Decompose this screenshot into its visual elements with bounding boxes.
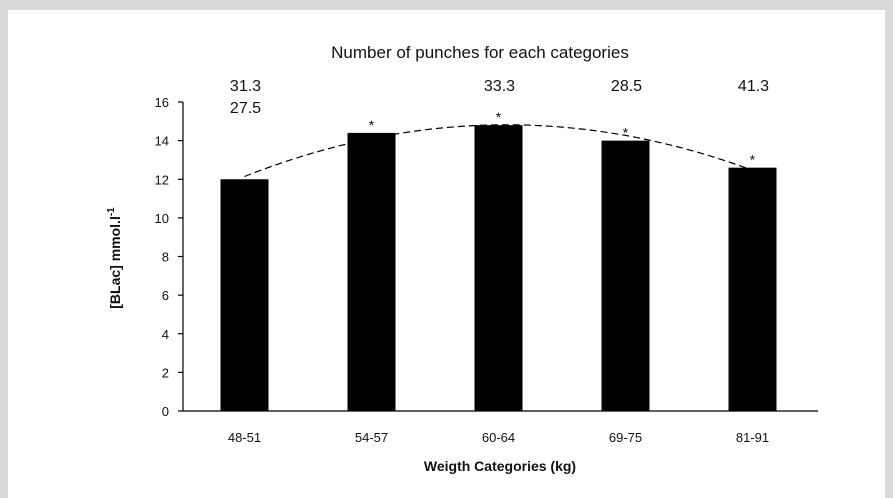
punch-count-label: 33.3: [484, 78, 515, 95]
significance-marker: *: [496, 109, 502, 125]
y-tick-label: 4: [162, 327, 169, 342]
y-tick-label: 16: [155, 95, 169, 110]
y-axis-label: [BLac] mmol.l-1: [106, 207, 123, 309]
x-tick-label: 81-91: [736, 430, 769, 445]
y-axis-label-text: [BLac] mmol.l: [107, 216, 123, 309]
punch-count-label: 28.5: [611, 78, 642, 95]
significance-marker: *: [623, 125, 629, 141]
x-tick-label: 54-57: [355, 430, 388, 445]
y-tick-label: 14: [155, 134, 169, 149]
x-tick-label: 69-75: [609, 430, 642, 445]
y-tick-label: 0: [162, 404, 169, 419]
bar: [728, 167, 777, 411]
x-tick-label: 60-64: [482, 430, 515, 445]
punch-count-label: 41.3: [738, 78, 769, 95]
y-tick-label: 2: [162, 365, 169, 380]
y-axis-label-superscript: -1: [106, 207, 117, 216]
significance-marker: *: [369, 117, 375, 133]
y-tick-label: 10: [155, 211, 169, 226]
bar: [601, 140, 650, 411]
significance-marker: *: [750, 152, 756, 168]
bar: [347, 132, 396, 411]
bar: [220, 179, 269, 411]
y-tick-label: 12: [155, 172, 169, 187]
chart-frame: Number of punches for each categories We…: [8, 10, 885, 498]
bar-chart: Number of punches for each categories We…: [106, 43, 818, 474]
y-tick-label: 8: [162, 250, 169, 265]
x-tick-label: 48-51: [228, 430, 261, 445]
trendline: [244, 124, 753, 178]
bar: [474, 125, 523, 412]
punch-count-label: 31.3: [230, 78, 261, 95]
x-axis-label: Weigth Categories (kg): [424, 458, 576, 474]
y-tick-label: 6: [162, 288, 169, 303]
chart-title: Number of punches for each categories: [331, 43, 629, 62]
punch-count-label: 27.5: [230, 100, 261, 117]
